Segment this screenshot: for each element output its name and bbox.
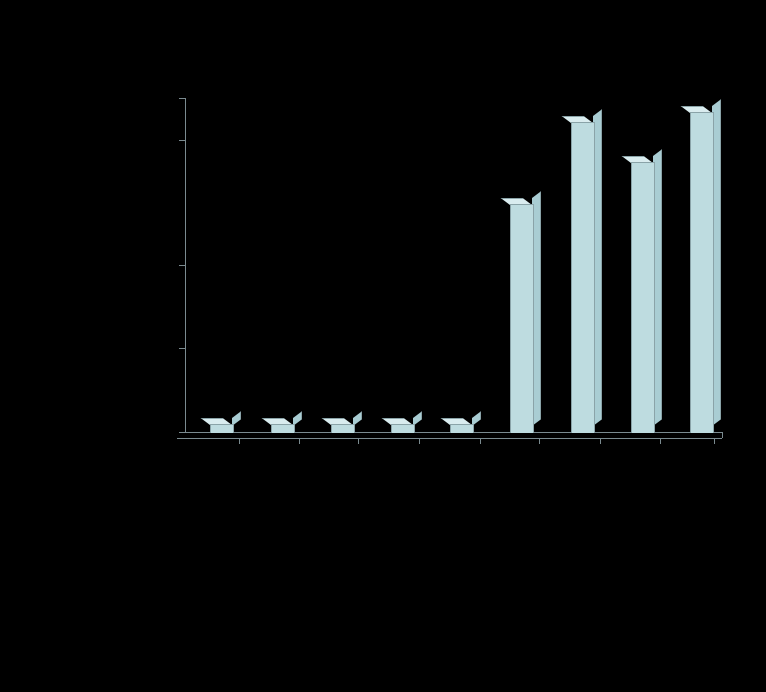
- bar-chart-3d: [0, 0, 766, 692]
- bar: [391, 424, 415, 433]
- x-tick: [358, 438, 359, 444]
- y-tick: [179, 265, 185, 266]
- bar: [690, 112, 714, 433]
- y-tick: [179, 432, 185, 433]
- x-axis-front: [177, 438, 722, 439]
- bar: [450, 424, 474, 433]
- bar: [271, 424, 295, 433]
- bar: [631, 162, 655, 433]
- x-tick: [600, 438, 601, 444]
- x-axis-right-edge: [722, 432, 723, 438]
- bar: [210, 424, 234, 433]
- x-tick: [660, 438, 661, 444]
- x-tick: [539, 438, 540, 444]
- bar: [331, 424, 355, 433]
- x-tick: [299, 438, 300, 444]
- x-tick: [419, 438, 420, 444]
- x-tick: [480, 438, 481, 444]
- x-tick: [239, 438, 240, 444]
- y-tick: [179, 140, 185, 141]
- bar: [571, 122, 595, 433]
- bar: [510, 204, 534, 433]
- y-tick: [179, 348, 185, 349]
- x-tick: [714, 438, 715, 444]
- y-tick: [179, 98, 185, 99]
- y-axis: [185, 98, 186, 432]
